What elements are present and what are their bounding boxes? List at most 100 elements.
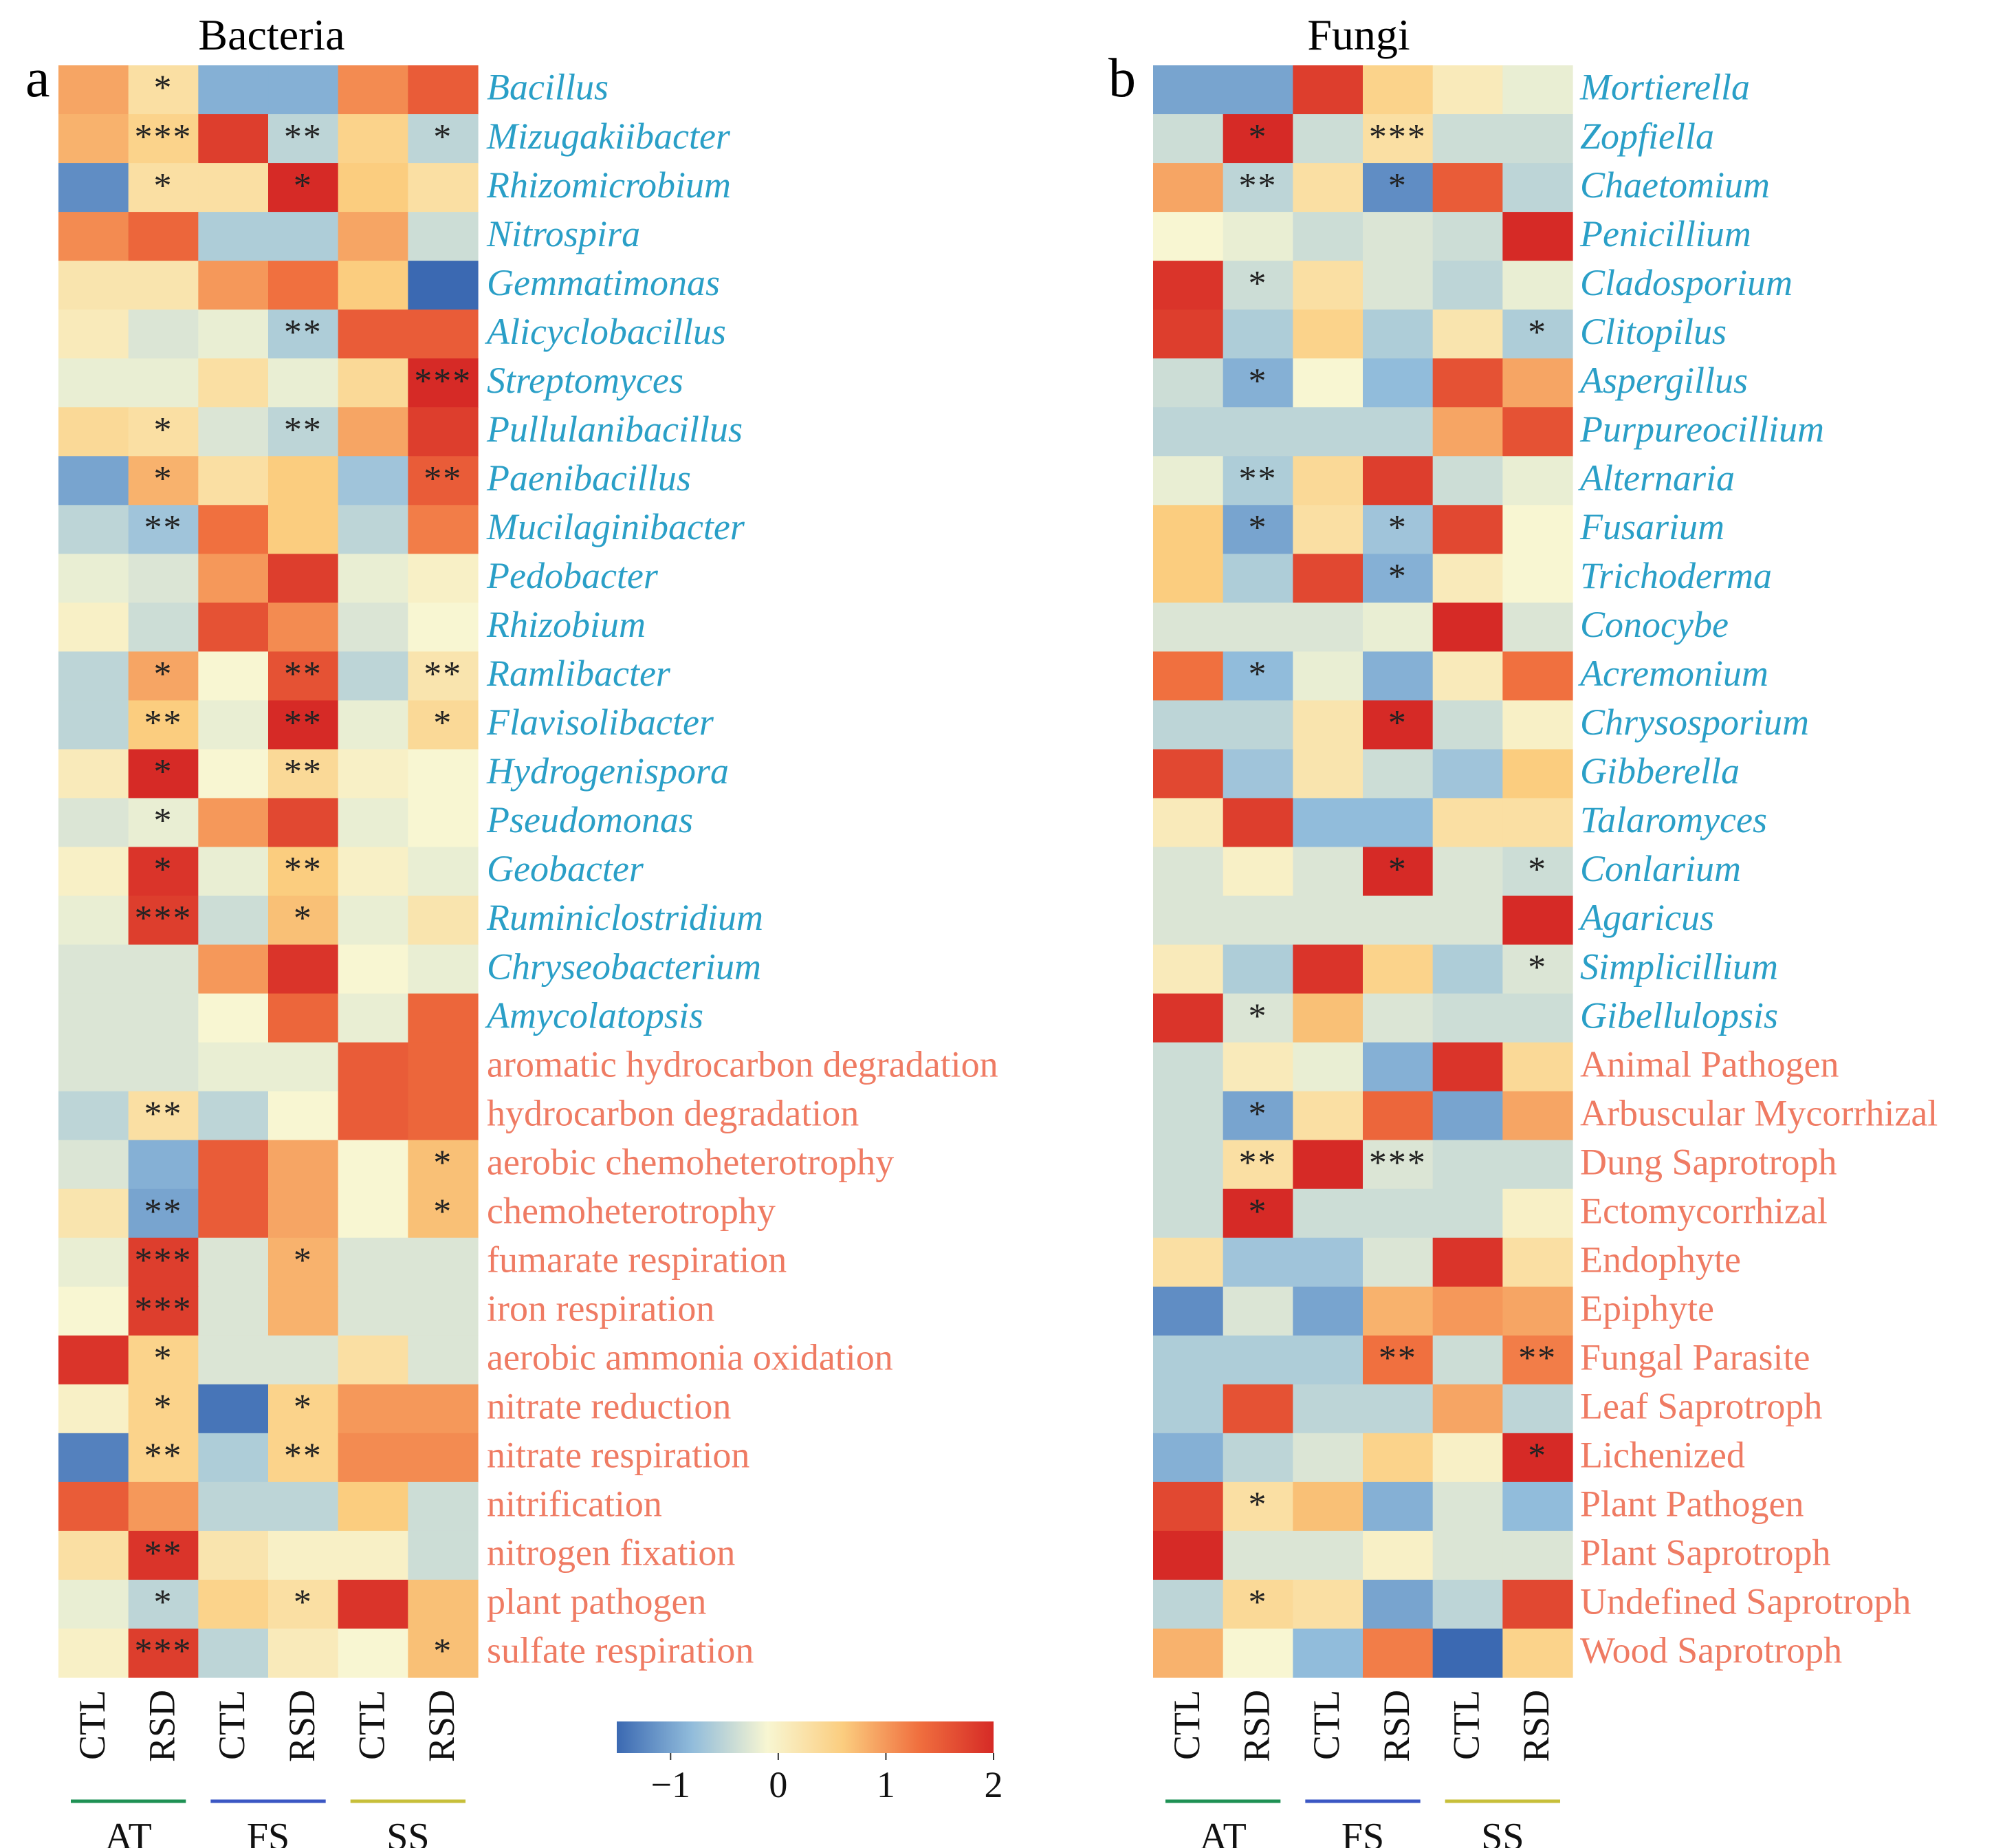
heatmap-cell: [268, 1188, 339, 1239]
heatmap-cell: [58, 554, 129, 603]
heatmap-cell: [1153, 163, 1224, 213]
row-label: Wood Saprotroph: [1580, 1630, 1842, 1671]
heatmap-cell: [1293, 895, 1363, 946]
heatmap-cell: [1502, 358, 1573, 408]
heatmap-cell: [198, 554, 269, 603]
heatmap-cell: [1363, 505, 1434, 554]
colorbar-tick-label: 1: [877, 1764, 895, 1805]
heatmap-cell: [58, 1286, 129, 1336]
heatmap-cell: [1293, 1091, 1363, 1141]
heatmap-cell: [1363, 407, 1434, 457]
heatmap-cell: [1293, 163, 1363, 213]
heatmap-cell: [1153, 993, 1224, 1043]
heatmap-cell: [198, 65, 269, 115]
heatmap-cell: [1432, 651, 1503, 701]
heatmap-cell: [338, 1384, 408, 1434]
heatmap-cell: [1363, 651, 1434, 701]
significance-star: ***: [135, 1632, 193, 1671]
heatmap-cell: [1153, 261, 1224, 310]
panel-title-bacteria: Bacteria: [198, 10, 344, 59]
heatmap-cell: [1502, 1091, 1573, 1141]
heatmap-cell: [1502, 895, 1573, 946]
heatmap-cell: [1363, 65, 1434, 115]
heatmap-cell: [128, 602, 199, 652]
significance-star: **: [284, 118, 322, 157]
heatmap-cell: [1432, 65, 1503, 115]
heatmap-cell: [1432, 1433, 1503, 1483]
heatmap-cell: [58, 700, 129, 750]
row-label: Ramlibacter: [486, 653, 671, 694]
heatmap-cell: [1432, 1530, 1503, 1580]
heatmap-cell: [408, 456, 479, 506]
heatmap-cell: [128, 1286, 199, 1336]
heatmap-cells-fungi: [1153, 65, 1573, 1678]
column-label: RSD: [1515, 1690, 1557, 1762]
heatmap-cell: [1153, 1188, 1224, 1239]
heatmap-cell: [338, 1579, 408, 1629]
heatmap-cell: [408, 1188, 479, 1239]
significance-star: **: [1239, 459, 1278, 499]
heatmap-cell: [128, 1628, 199, 1678]
panel-letter-a: a: [25, 48, 50, 109]
significance-star: **: [424, 655, 462, 694]
heatmap-cell: [198, 1481, 269, 1532]
heatmap-cell: [408, 212, 479, 261]
significance-star: **: [144, 1534, 183, 1574]
significance-star: *: [433, 118, 452, 157]
heatmap-cell: [1502, 1188, 1573, 1239]
heatmap-cell: [128, 456, 199, 506]
heatmap-cell: [268, 163, 339, 213]
heatmap-cell: [1293, 1286, 1363, 1336]
heatmap-cell: [1223, 505, 1293, 554]
heatmap-cell: [1363, 1188, 1434, 1239]
heatmap-cell: [1502, 1237, 1573, 1287]
heatmap-cell: [198, 602, 269, 652]
colorbar: −1 0 1 2: [617, 1721, 1003, 1805]
row-label: Gibellulopsis: [1580, 994, 1778, 1036]
significance-star: **: [284, 850, 322, 889]
heatmap-cell: [1153, 1481, 1224, 1532]
significance-star: **: [144, 1094, 183, 1133]
significance-star: **: [1239, 166, 1278, 206]
significance-star: *: [1249, 655, 1268, 694]
heatmap-cell: [198, 309, 269, 359]
heatmap-cell: [1432, 1237, 1503, 1287]
heatmap-cell: [1432, 602, 1503, 652]
heatmap-cell: [128, 1091, 199, 1141]
heatmap-cell: [1293, 505, 1363, 554]
column-label: CTL: [1166, 1690, 1207, 1760]
heatmap-cell: [58, 602, 129, 652]
heatmap-cell: [198, 1628, 269, 1678]
heatmap-cell: [408, 700, 479, 750]
heatmap-cell: [1432, 993, 1503, 1043]
heatmap-cell: [408, 65, 479, 115]
heatmap-cell: [1432, 1481, 1503, 1532]
column-label: CTL: [1306, 1690, 1347, 1760]
heatmap-cell: [1223, 1140, 1293, 1190]
heatmap-cell: [1432, 847, 1503, 897]
heatmap-cell: [1363, 1140, 1434, 1190]
heatmap-cell: [1153, 895, 1224, 946]
heatmap-cell: [198, 1188, 269, 1239]
heatmap-cell: [58, 358, 129, 408]
heatmap-cell: [268, 602, 339, 652]
heatmap-cell: [128, 309, 199, 359]
heatmap-cell: [58, 65, 129, 115]
heatmap-cell: [268, 1091, 339, 1141]
heatmap-cell: [408, 358, 479, 408]
row-label: fumarate respiration: [487, 1239, 787, 1280]
heatmap-cell: [198, 993, 269, 1043]
heatmap-cell: [408, 1335, 479, 1385]
heatmap-cell: [1223, 1628, 1293, 1678]
panel-bacteria: Bacteria a **** ** ** ******* *** ***** ** ****…: [25, 10, 998, 1848]
significance-star: *: [1249, 1094, 1268, 1133]
heatmap-cell: [1223, 1579, 1293, 1629]
heatmap-cell: [58, 261, 129, 310]
heatmap-cell: [58, 407, 129, 457]
colorbar-tick-label: −1: [651, 1764, 690, 1805]
significance-star: ***: [135, 899, 193, 938]
heatmap-cell: [1223, 309, 1293, 359]
significance-star: **: [424, 459, 462, 499]
heatmap-cell: [1153, 65, 1224, 115]
